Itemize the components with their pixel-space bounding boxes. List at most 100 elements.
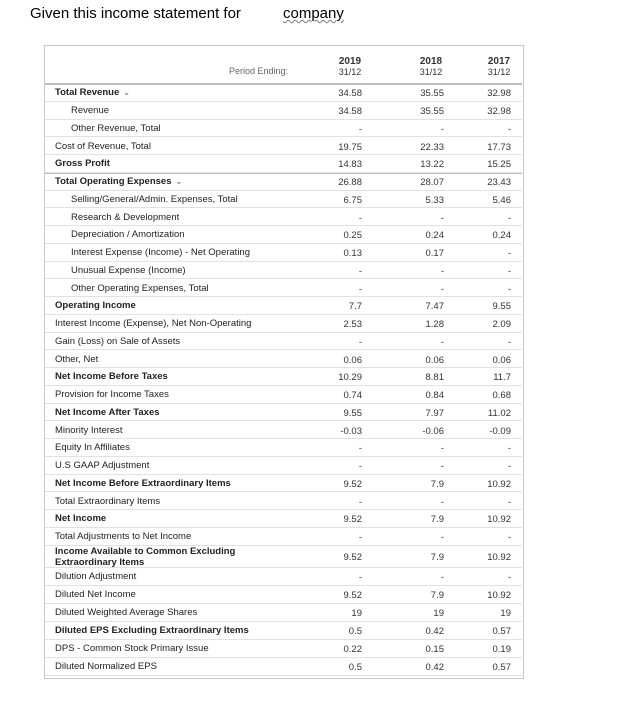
cell-value: - <box>440 265 444 277</box>
cell-value: - <box>440 443 444 455</box>
cell-value: 1.28 <box>425 319 445 331</box>
row-line <box>45 333 522 351</box>
cell-value: - <box>440 212 444 224</box>
row-label: Total Revenue ⌄ <box>55 87 130 99</box>
row-line <box>45 586 522 604</box>
cell-value: -0.03 <box>340 425 362 437</box>
cell-value: - <box>507 212 511 224</box>
cell-value: - <box>507 248 511 260</box>
cell-value: 28.07 <box>420 177 444 189</box>
cell-value: - <box>358 572 362 583</box>
cell-value: 32.98 <box>487 106 511 118</box>
row-line <box>45 421 522 439</box>
cell-value: 8.81 <box>425 372 445 384</box>
row-label: Provision for Income Taxes <box>55 389 169 401</box>
cell-value: 9.55 <box>343 407 363 419</box>
cell-value: 10.92 <box>487 552 511 563</box>
row-label: Selling/General/Admin. Expenses, Total <box>71 193 238 205</box>
row-label: Diluted Net Income <box>55 589 136 600</box>
cell-value: 10.92 <box>487 514 511 526</box>
row-line <box>45 191 522 209</box>
cell-value: 19 <box>500 608 511 619</box>
cell-value: - <box>440 532 444 544</box>
row-line <box>45 350 522 368</box>
cell-value: 0.84 <box>425 390 445 402</box>
row-label: Other Operating Expenses, Total <box>71 282 209 294</box>
row-line <box>45 315 522 333</box>
cell-value: 0.19 <box>492 644 512 655</box>
cell-value: - <box>507 461 511 473</box>
column-date: 31/12 <box>419 67 443 77</box>
cell-value: 11.02 <box>487 407 511 419</box>
row-line <box>45 568 522 586</box>
cell-value: 0.13 <box>343 248 363 260</box>
cell-value: 6.75 <box>343 194 363 206</box>
cell-value: 7.9 <box>430 478 444 490</box>
cell-value: - <box>507 123 511 135</box>
cell-value: 0.24 <box>492 230 512 242</box>
cell-value: 0.42 <box>425 626 445 637</box>
dropdown-icon[interactable]: ⌄ <box>175 177 183 187</box>
cell-value: 0.25 <box>343 230 363 242</box>
cell-value: 0.17 <box>425 248 445 260</box>
cell-value: 17.73 <box>487 141 511 153</box>
row-label: Total Extraordinary Items <box>55 495 161 507</box>
row-line <box>45 510 522 528</box>
cell-value: 22.33 <box>420 141 444 153</box>
cell-value: - <box>507 572 511 583</box>
row-line <box>45 439 522 457</box>
cell-value: - <box>507 532 511 544</box>
cell-value: 10.92 <box>487 590 511 601</box>
row-label: Other Revenue, Total <box>71 122 161 134</box>
row-label: Unusual Expense (Income) <box>71 264 186 276</box>
cell-value: 19 <box>433 608 444 619</box>
cell-value: - <box>358 443 362 455</box>
row-label: Revenue <box>71 105 110 117</box>
cell-value: - <box>440 336 444 348</box>
column-year: 2018 <box>419 56 443 67</box>
row-line <box>45 226 522 244</box>
company-text: company <box>283 5 344 22</box>
row-line <box>45 404 522 422</box>
column-year: 2019 <box>338 56 362 67</box>
row-label: Net Income After Taxes <box>55 406 160 418</box>
cell-value: 0.42 <box>425 662 445 673</box>
row-label: Interest Expense (Income) - Net Operatin… <box>71 247 250 259</box>
row-line <box>45 244 522 262</box>
column-year: 2017 <box>487 56 511 67</box>
row-line <box>45 155 522 173</box>
cell-value: 7.97 <box>425 407 445 419</box>
cell-value: - <box>358 532 362 544</box>
cell-value: 0.06 <box>343 354 363 366</box>
cell-value: - <box>440 123 444 135</box>
cell-value: - <box>358 283 362 295</box>
row-label: Income Available to Common Excluding Ext… <box>55 545 236 568</box>
cell-value: 13.22 <box>420 159 444 171</box>
cell-value: 19.75 <box>338 141 362 153</box>
cell-value: 9.52 <box>343 478 363 490</box>
cell-value: 35.55 <box>420 106 444 118</box>
cell-value: - <box>507 336 511 348</box>
row-label: U.S GAAP Adjustment <box>55 460 150 472</box>
cell-value: 10.92 <box>487 478 511 490</box>
row-label: Research & Development <box>71 211 180 223</box>
header-divider <box>45 83 522 84</box>
row-line <box>45 475 522 493</box>
row-line <box>45 658 522 676</box>
row-line <box>45 368 522 386</box>
row-line <box>45 120 522 138</box>
cell-value: - <box>358 496 362 508</box>
cell-value: 5.33 <box>425 194 445 206</box>
cell-value: - <box>440 572 444 583</box>
cell-value: 11.7 <box>493 372 511 384</box>
row-line <box>45 640 522 658</box>
cell-value: 7.9 <box>430 514 444 526</box>
cell-value: 0.5 <box>348 662 362 673</box>
dropdown-icon[interactable]: ⌄ <box>123 88 130 98</box>
row-label: DPS - Common Stock Primary Issue <box>55 643 209 654</box>
row-line <box>45 102 522 120</box>
cell-value: 0.15 <box>425 644 445 655</box>
row-label: Net Income Before Taxes <box>55 371 168 383</box>
row-line <box>45 604 522 622</box>
